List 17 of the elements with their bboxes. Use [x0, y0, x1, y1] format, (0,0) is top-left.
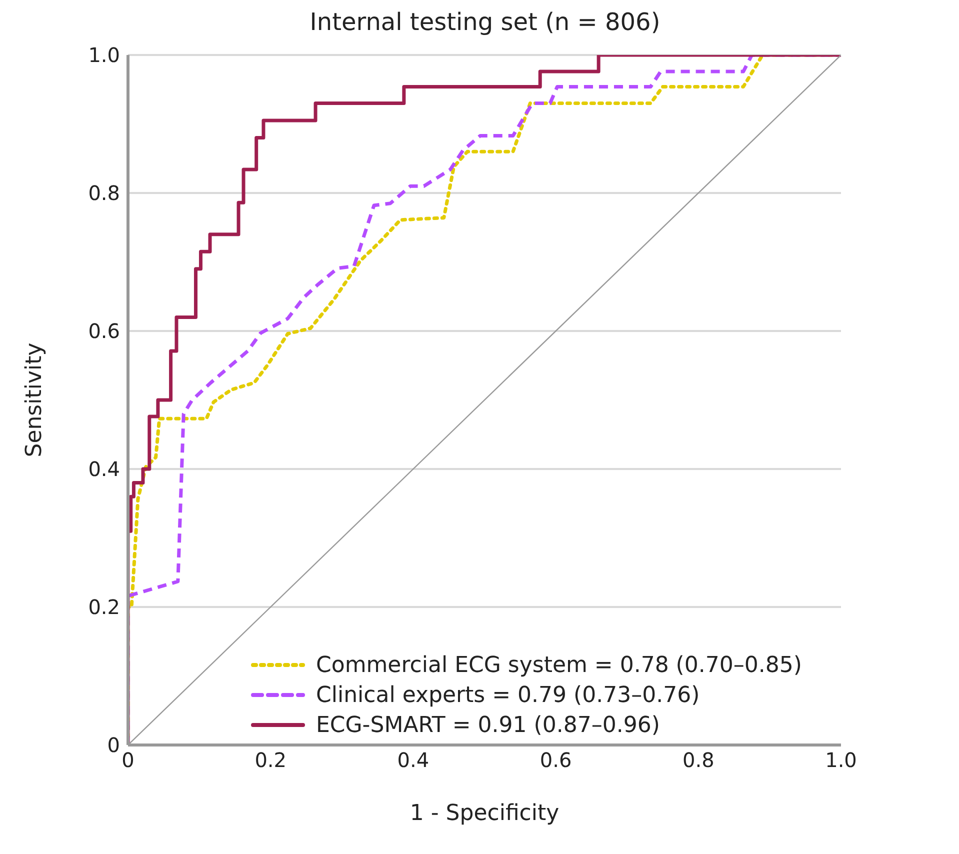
chart-title: Internal testing set (n = 806): [308, 8, 662, 36]
y-tick-label: 0.8: [88, 181, 120, 206]
legend-label: Commercial ECG system = 0.78 (0.70–0.85): [316, 652, 802, 678]
y-tick-label: 0: [107, 733, 120, 758]
legend-label: ECG-SMART = 0.91 (0.87–0.96): [316, 712, 660, 738]
x-tick-label: 0.8: [682, 748, 714, 772]
x-tick-label: 0.6: [540, 748, 572, 772]
x-tick-label: 0.2: [254, 748, 287, 772]
x-axis-title: 1 - Specificity: [410, 801, 560, 826]
y-tick-label: 0.6: [88, 319, 120, 344]
y-tick-label: 0.2: [88, 595, 120, 620]
y-tick-label: 0.4: [88, 457, 120, 482]
x-tick-label: 0.4: [397, 748, 430, 772]
y-tick-label: 1.0: [88, 43, 120, 68]
y-axis-title: Sensitivity: [22, 342, 47, 458]
x-tick-label: 1.0: [825, 748, 857, 772]
legend-label: Clinical experts = 0.79 (0.73–0.76): [316, 682, 700, 708]
